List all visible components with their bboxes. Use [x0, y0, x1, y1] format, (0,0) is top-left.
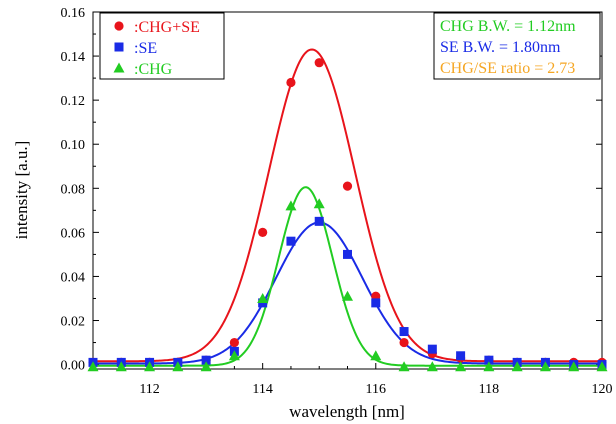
legend-marker	[114, 21, 124, 31]
annotation-ratio: CHG/SE ratio = 2.73	[440, 60, 575, 77]
x-axis: 112 114 116 118 120	[92, 363, 613, 397]
data-point	[314, 58, 324, 68]
y-tick-label: 0.08	[61, 182, 86, 197]
legend-label: :CHG+SE	[134, 19, 200, 36]
annotation-box: CHG B.W. = 1.12nm SE B.W. = 1.80nm CHG/S…	[433, 12, 601, 80]
x-tick-label: 120	[592, 382, 613, 397]
data-point	[483, 361, 495, 372]
data-point	[484, 355, 494, 365]
data-point	[456, 351, 466, 361]
legend: :CHG+SE :SE :CHG	[99, 12, 225, 80]
y-axis-label: intensity [a.u.]	[12, 141, 31, 240]
data-point	[258, 227, 268, 237]
data-point	[257, 292, 269, 303]
legend-label: :CHG	[134, 61, 173, 78]
annotation-se-bw: SE B.W. = 1.80nm	[440, 39, 561, 56]
data-point	[144, 361, 156, 372]
fit-curve	[93, 186, 602, 367]
legend-marker	[114, 42, 124, 52]
data-point	[427, 344, 437, 354]
data-point	[201, 355, 211, 365]
fit-curves	[93, 48, 602, 367]
data-point	[314, 216, 324, 226]
data-point	[455, 361, 467, 372]
data-point	[229, 337, 239, 348]
data-point	[286, 236, 296, 246]
y-tick-label: 0.06	[61, 226, 86, 241]
y-tick-label: 0.12	[61, 94, 86, 109]
y-tick-label: 0.00	[61, 359, 86, 374]
data-point	[398, 361, 410, 372]
data-point	[399, 327, 409, 337]
data-point	[370, 350, 382, 361]
data-point	[399, 337, 409, 348]
data-point	[286, 77, 296, 88]
data-point	[511, 361, 523, 372]
y-tick-label: 0.16	[61, 6, 86, 21]
data-point	[313, 198, 325, 209]
x-tick-label: 112	[139, 382, 159, 397]
data-point	[371, 298, 381, 308]
data-point	[539, 361, 551, 372]
y-tick-label: 0.10	[61, 138, 86, 153]
data-point	[596, 361, 608, 372]
y-tick-label: 0.04	[61, 270, 86, 285]
data-point	[115, 361, 127, 372]
legend-marker	[113, 62, 125, 73]
data-point	[342, 290, 353, 301]
data-point	[285, 200, 297, 211]
x-tick-label: 118	[479, 382, 499, 397]
data-point	[228, 350, 240, 361]
data-point	[568, 361, 580, 372]
legend-label: :SE	[134, 40, 157, 57]
data-point	[343, 249, 352, 259]
y-axis: 0.00 0.02 0.04 0.06 0.08 0.10 0.12 0.14 0.16	[61, 6, 602, 374]
y-tick-label: 0.02	[61, 315, 86, 330]
data-point	[342, 181, 353, 191]
data-point	[87, 361, 99, 372]
x-tick-label: 114	[252, 382, 272, 397]
annotation-chg-bw: CHG B.W. = 1.12nm	[440, 18, 576, 35]
annotation-frame	[433, 12, 601, 80]
x-axis-label: wavelength [nm]	[289, 402, 405, 421]
data-point	[426, 361, 438, 372]
x-tick-label: 116	[366, 382, 386, 397]
data-point	[172, 361, 184, 372]
data-markers	[87, 58, 608, 372]
data-point	[200, 361, 212, 372]
y-tick-label: 0.14	[61, 50, 86, 65]
